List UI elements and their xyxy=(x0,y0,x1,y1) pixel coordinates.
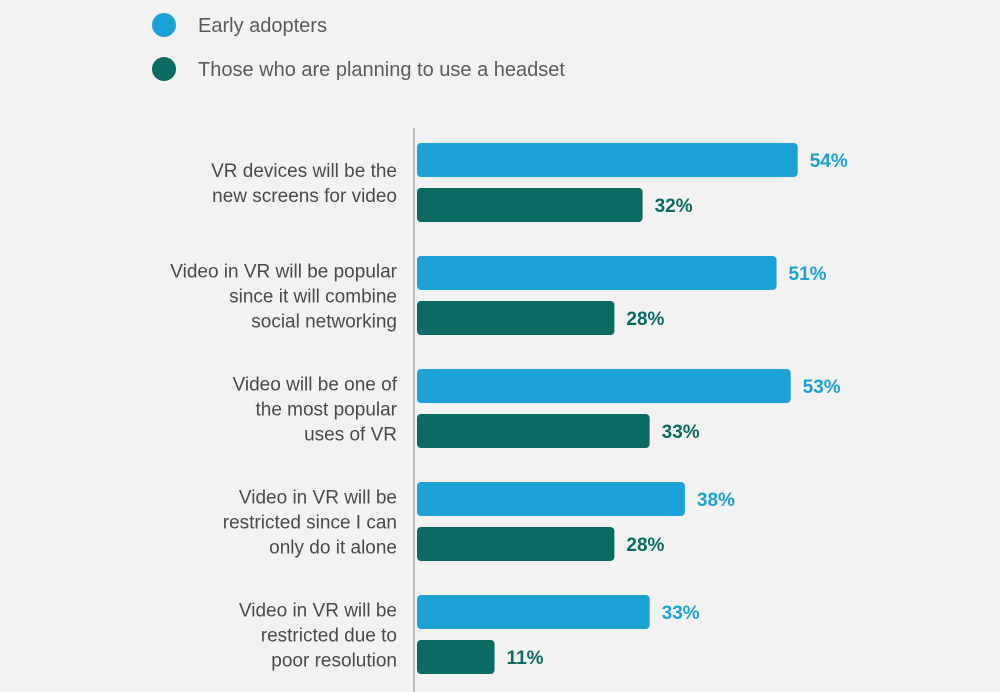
legend-marker-2 xyxy=(152,57,176,81)
category-label-1-line-1: VR devices will be the xyxy=(211,161,397,182)
value-label-early-adopters-2: 51% xyxy=(789,264,827,285)
category-label-3-line-3: uses of VR xyxy=(304,425,397,446)
bar-early-adopters-5 xyxy=(417,595,650,629)
bar-early-adopters-4 xyxy=(417,482,685,516)
bars xyxy=(417,143,798,674)
value-label-early-adopters-4: 38% xyxy=(697,490,735,511)
legend: Early adopters Those who are planning to … xyxy=(152,13,565,81)
bar-early-adopters-1 xyxy=(417,143,798,177)
bar-planning-1 xyxy=(417,188,643,222)
category-label-4-line-3: only do it alone xyxy=(269,538,397,559)
value-label-planning-5: 11% xyxy=(507,648,544,669)
bar-early-adopters-3 xyxy=(417,369,791,403)
value-label-planning-2: 28% xyxy=(626,309,664,330)
category-label-2-line-2: since it will combine xyxy=(229,287,397,308)
category-label-5-line-2: restricted due to xyxy=(261,626,397,647)
legend-label-2: Those who are planning to use a headset xyxy=(198,59,565,81)
category-labels: VR devices will be the new screens for vi… xyxy=(170,161,397,672)
bar-planning-4 xyxy=(417,527,615,561)
category-label-5-line-3: poor resolution xyxy=(271,651,397,672)
value-labels: 54% 32% 51% 28% 53% 33% 38% 28% 33% 11% xyxy=(507,151,848,669)
legend-label-1: Early adopters xyxy=(198,15,327,37)
value-label-early-adopters-3: 53% xyxy=(803,377,841,398)
category-label-4-line-1: Video in VR will be xyxy=(239,488,397,509)
category-label-2-line-3: social networking xyxy=(251,312,397,333)
value-label-early-adopters-5: 33% xyxy=(662,603,700,624)
value-label-early-adopters-1: 54% xyxy=(810,151,848,172)
legend-marker-1 xyxy=(152,13,176,37)
value-label-planning-1: 32% xyxy=(655,196,693,217)
bar-early-adopters-2 xyxy=(417,256,777,290)
category-label-1-line-2: new screens for video xyxy=(212,186,397,207)
value-label-planning-4: 28% xyxy=(626,535,664,556)
bar-planning-2 xyxy=(417,301,615,335)
category-label-2-line-1: Video in VR will be popular xyxy=(170,262,397,283)
value-label-planning-3: 33% xyxy=(662,422,700,443)
category-label-5-line-1: Video in VR will be xyxy=(239,601,397,622)
category-label-4-line-2: restricted since I can xyxy=(223,513,397,534)
category-label-3-line-1: Video will be one of xyxy=(233,375,398,396)
bar-planning-3 xyxy=(417,414,650,448)
category-label-3-line-2: the most popular xyxy=(255,400,397,421)
bar-planning-5 xyxy=(417,640,495,674)
